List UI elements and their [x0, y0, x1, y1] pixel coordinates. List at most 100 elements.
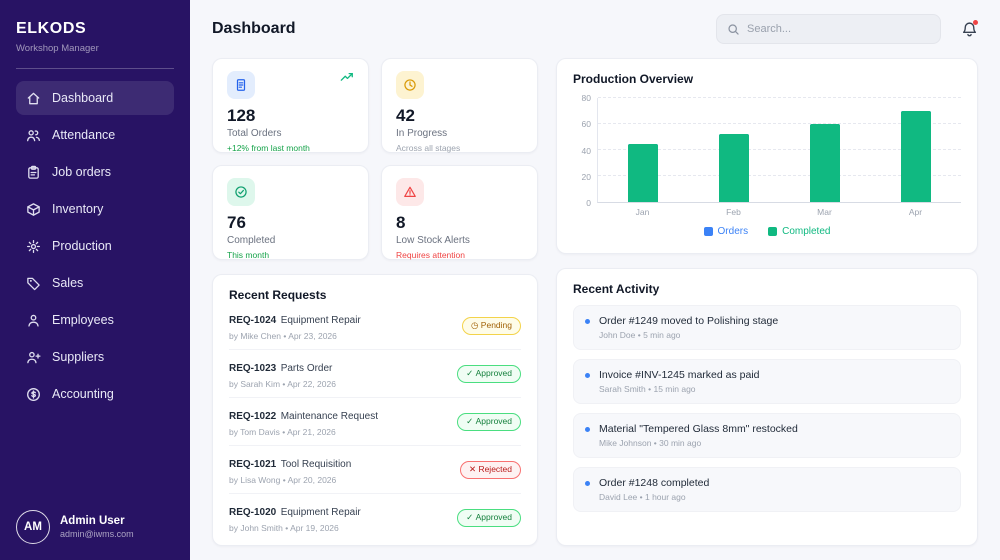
activity-text: Order #1249 moved to Polishing stage	[599, 315, 779, 327]
activity-item[interactable]: Material "Tempered Glass 8mm" restocked …	[573, 413, 961, 458]
stat-label: Low Stock Alerts	[396, 235, 470, 246]
stat-note: +12% from last month	[227, 143, 310, 153]
chart-bar-completed-apr	[900, 111, 931, 202]
trend-up-icon	[340, 71, 354, 85]
brand-title: ELKODS	[16, 20, 87, 37]
request-id: REQ-1020	[229, 507, 277, 518]
activity-text: Order #1248 completed	[599, 477, 710, 489]
alert-triangle-icon	[396, 178, 424, 206]
request-id: REQ-1022	[229, 411, 277, 422]
sidebar-item-dashboard[interactable]: Dashboard	[16, 81, 174, 115]
status-badge: Approved	[457, 412, 521, 431]
request-meta: by Lisa Wong • Apr 20, 2026	[229, 475, 337, 485]
sidebar-item-attendance[interactable]: Attendance	[16, 118, 174, 152]
search-icon	[727, 23, 740, 36]
clock-icon	[396, 71, 424, 99]
stat-value: 42	[396, 106, 415, 125]
chart-legend: Orders Completed	[573, 226, 961, 237]
request-row[interactable]: REQ-1022 Maintenance Request by Tom Davi…	[229, 398, 521, 446]
chart-bar-completed-mar	[809, 124, 840, 202]
activity-meta: David Lee • 1 hour ago	[599, 492, 686, 502]
request-meta: by John Smith • Apr 19, 2026	[229, 523, 339, 533]
legend-item-orders: Orders	[703, 226, 748, 237]
chart-plot	[597, 97, 961, 203]
sidebar-item-label: Attendance	[52, 128, 116, 142]
avatar: AM	[16, 510, 50, 544]
sidebar-item-label: Suppliers	[52, 350, 105, 364]
production-overview-card: Production Overview 80 60 40 20 0 Jan Feb Mar A…	[556, 58, 978, 254]
chart-y-axis: 80 60 40 20 0	[581, 93, 591, 208]
user-plus-icon	[25, 349, 41, 365]
stats-grid: 128 Total Orders +12% from last month 42…	[212, 58, 538, 260]
bullet-dot	[585, 319, 590, 324]
request-meta: by Tom Davis • Apr 21, 2026	[229, 427, 336, 437]
request-name: Tool Requisition	[280, 459, 352, 470]
sidebar-item-production[interactable]: Production	[16, 229, 174, 263]
home-icon	[25, 90, 41, 106]
status-badge: Approved	[457, 508, 521, 527]
request-row[interactable]: REQ-1023 Parts Order by Sarah Kim • Apr …	[229, 350, 521, 398]
activity-text: Material "Tempered Glass 8mm" restocked	[599, 423, 798, 435]
sidebar-item-accounting[interactable]: Accounting	[16, 377, 174, 411]
chart-x-axis: Jan Feb Mar Apr	[635, 207, 923, 217]
stat-card-completed: 76 Completed This month	[212, 165, 369, 260]
dollar-icon	[25, 386, 41, 402]
request-row[interactable]: REQ-1020 Equipment Repair by John Smith …	[229, 494, 521, 541]
clipboard-icon	[25, 164, 41, 180]
bullet-dot	[585, 427, 590, 432]
user-icon	[25, 312, 41, 328]
brand-subtitle: Workshop Manager	[16, 43, 99, 54]
search-box[interactable]	[716, 14, 941, 44]
activity-item[interactable]: Order #1248 completed David Lee • 1 hour…	[573, 467, 961, 512]
request-id: REQ-1023	[229, 363, 277, 374]
status-badge: Rejected	[459, 460, 521, 479]
sidebar-item-label: Sales	[52, 276, 84, 290]
status-badge: Pending	[462, 316, 521, 335]
activity-item[interactable]: Order #1249 moved to Polishing stage Joh…	[573, 305, 961, 350]
stat-note: Requires attention	[396, 250, 465, 260]
recent-requests-title: Recent Requests	[229, 288, 327, 302]
main-content: Dashboard	[190, 0, 1000, 560]
request-name: Equipment Repair	[280, 315, 361, 326]
sidebar-item-employees[interactable]: Employees	[16, 303, 174, 337]
activity-meta: John Doe • 5 min ago	[599, 330, 681, 340]
user-profile[interactable]: AM Admin User admin@iwms.com	[16, 498, 174, 544]
activity-meta: Sarah Smith • 15 min ago	[599, 384, 696, 394]
request-row[interactable]: REQ-1021 Tool Requisition by Lisa Wong •…	[229, 446, 521, 494]
sidebar-item-job-orders[interactable]: Job orders	[16, 155, 174, 189]
recent-activity-title: Recent Activity	[573, 282, 660, 296]
stat-note: Across all stages	[396, 143, 461, 153]
notifications-button[interactable]	[961, 19, 978, 38]
sidebar-nav: Dashboard Attendance Job orders Inventor…	[16, 81, 174, 411]
sidebar-item-label: Production	[52, 239, 112, 253]
notification-dot	[973, 19, 978, 25]
sidebar-item-sales[interactable]: Sales	[16, 266, 174, 300]
chart-bar-completed-feb	[719, 134, 750, 202]
request-name: Equipment Repair	[280, 507, 361, 518]
sidebar-item-inventory[interactable]: Inventory	[16, 192, 174, 226]
tag-icon	[25, 275, 41, 291]
users-icon	[25, 127, 41, 143]
sidebar-item-suppliers[interactable]: Suppliers	[16, 340, 174, 374]
sidebar-item-label: Employees	[52, 313, 114, 327]
check-circle-icon	[227, 178, 255, 206]
box-icon	[25, 201, 41, 217]
request-id: REQ-1024	[229, 315, 277, 326]
search-input[interactable]	[747, 23, 930, 35]
chart-bar-completed-jan	[628, 143, 659, 202]
request-row[interactable]: REQ-1024 Equipment Repair by Mike Chen •…	[229, 302, 521, 350]
request-meta: by Sarah Kim • Apr 22, 2026	[229, 379, 336, 389]
user-email: admin@iwms.com	[60, 529, 134, 539]
chart-title: Production Overview	[573, 72, 694, 86]
sidebar: ELKODS Workshop Manager Dashboard Attend…	[0, 0, 190, 560]
request-id: REQ-1021	[229, 459, 277, 470]
stat-label: Total Orders	[227, 128, 282, 139]
sidebar-divider	[16, 68, 174, 69]
stat-label: Completed	[227, 235, 276, 246]
bullet-dot	[585, 481, 590, 486]
activity-item[interactable]: Invoice #INV-1245 marked as paid Sarah S…	[573, 359, 961, 404]
invoice-icon	[227, 71, 255, 99]
page-title: Dashboard	[212, 20, 296, 37]
bullet-dot	[585, 373, 590, 378]
stat-value: 76	[227, 213, 246, 232]
